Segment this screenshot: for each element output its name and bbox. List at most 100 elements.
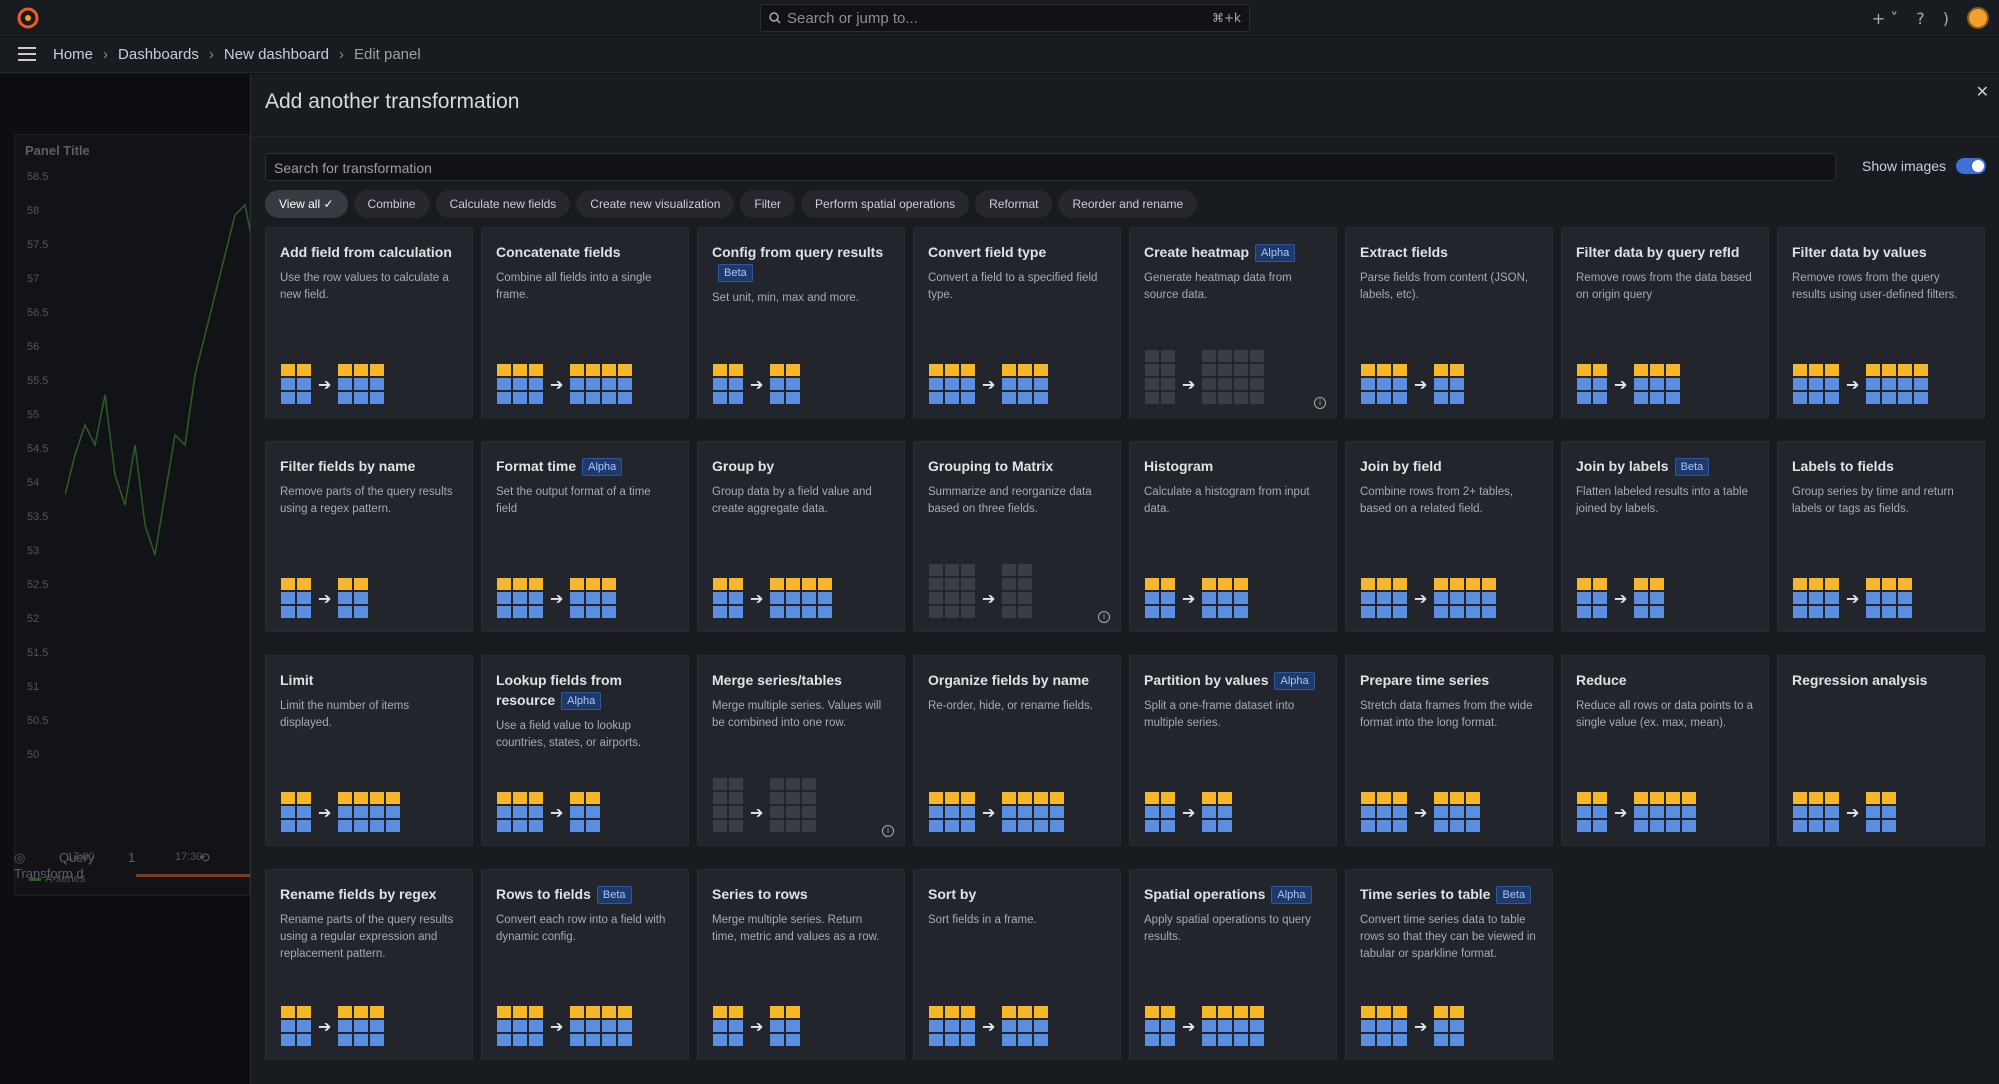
transformation-card[interactable]: Extract fields Parse fields from content … <box>1345 227 1553 418</box>
transformation-drawer: Add another transformation ✕ Search for … <box>250 74 1999 1084</box>
illustration-table <box>1144 349 1176 405</box>
filter-chip[interactable]: Reformat <box>975 190 1053 218</box>
transformation-card[interactable]: Time series to table Beta Convert time ser… <box>1345 869 1553 1060</box>
transformation-card[interactable]: Limit Limit the number of items displayed… <box>265 655 473 846</box>
arrow-right-icon: ➔ <box>982 1017 996 1036</box>
transformation-card[interactable]: Merge series/tables Merge multiple series… <box>697 655 905 846</box>
grafana-logo-icon[interactable] <box>16 6 40 30</box>
transformation-card[interactable]: Regression analysis ➔ <box>1777 655 1985 846</box>
illustration-table <box>569 791 601 833</box>
transformation-card[interactable]: Group by Group data by a field value and … <box>697 441 905 632</box>
show-images-toggle[interactable] <box>1956 158 1986 174</box>
card-description: Remove rows from the data based on origi… <box>1576 272 1752 301</box>
illustration-table <box>280 577 312 619</box>
illustration-table <box>769 777 817 833</box>
transformation-card[interactable]: Filter data by values Remove rows from th… <box>1777 227 1985 418</box>
transformation-card[interactable]: Prepare time series Stretch data frames f… <box>1345 655 1553 846</box>
transformation-card[interactable]: Format time Alpha Set the output format of… <box>481 441 689 632</box>
global-search[interactable]: Search or jump to... ⌘+k <box>760 4 1250 32</box>
illustration-table <box>712 777 744 833</box>
add-icon[interactable]: + ˅ <box>1871 8 1899 28</box>
transformation-card[interactable]: Config from query results Beta Set unit, m… <box>697 227 905 418</box>
panel-title: Panel Title <box>25 143 90 158</box>
arrow-right-icon: ➔ <box>1614 375 1628 394</box>
card-description: Stretch data frames from the wide format… <box>1360 700 1533 729</box>
breadcrumb-dashboards[interactable]: Dashboards <box>118 46 199 63</box>
filter-chip[interactable]: Calculate new fields <box>435 190 571 218</box>
info-icon[interactable]: i <box>1098 611 1110 623</box>
card-illustration: ➔ <box>1360 999 1465 1047</box>
tab-transform[interactable]: ⟲ Transform d <box>14 850 240 881</box>
illustration-table <box>1865 363 1929 405</box>
transformation-card[interactable]: Convert field type Convert a field to a s… <box>913 227 1121 418</box>
card-illustration: ➔ <box>496 785 601 833</box>
transformation-card[interactable]: Filter data by query refId Remove rows fr… <box>1561 227 1769 418</box>
card-illustration: ➔ <box>1576 571 1665 619</box>
help-icon[interactable]: ? <box>1916 8 1925 28</box>
transformation-card[interactable]: Sort by Sort fields in a frame. ➔ <box>913 869 1121 1060</box>
card-title-text: Convert field type <box>928 244 1047 260</box>
info-icon[interactable]: i <box>882 825 894 837</box>
transformation-card[interactable]: Filter fields by name Remove parts of the… <box>265 441 473 632</box>
card-description: Group data by a field value and create a… <box>712 486 872 515</box>
card-illustration: ➔ <box>1360 571 1497 619</box>
card-description: Convert a field to a specified field typ… <box>928 272 1098 301</box>
filter-chip[interactable]: Combine <box>353 190 430 218</box>
filter-chip[interactable]: Filter <box>740 190 796 218</box>
filter-chip[interactable]: View all ✓ <box>265 190 348 218</box>
transformation-card[interactable]: Join by field Combine rows from 2+ tables… <box>1345 441 1553 632</box>
transformation-card[interactable]: Organize fields by name Re-order, hide, o… <box>913 655 1121 846</box>
filter-chip[interactable]: Reorder and rename <box>1058 190 1198 218</box>
card-illustration: ➔ <box>496 999 633 1047</box>
filter-chip[interactable]: Perform spatial operations <box>801 190 970 218</box>
transformation-card[interactable]: Series to rows Merge multiple series. Ret… <box>697 869 905 1060</box>
news-icon[interactable]: ) <box>1942 8 1949 28</box>
close-icon[interactable]: ✕ <box>1975 84 1989 101</box>
transformation-card[interactable]: Create heatmap Alpha Generate heatmap data… <box>1129 227 1337 418</box>
illustration-table <box>1360 1005 1408 1047</box>
info-icon[interactable]: i <box>1314 397 1326 409</box>
breadcrumb-home[interactable]: Home <box>53 46 94 63</box>
illustration-table <box>928 1005 976 1047</box>
transformation-card[interactable]: Spatial operations Alpha Apply spatial ope… <box>1129 869 1337 1060</box>
card-description: Merge multiple series. Return time, metr… <box>712 914 880 943</box>
card-title: Convert field type <box>928 242 1106 262</box>
card-illustration: ➔ <box>928 999 1049 1047</box>
illustration-table <box>1792 791 1840 833</box>
transformation-card[interactable]: Rename fields by regex Rename parts of th… <box>265 869 473 1060</box>
card-title: Filter data by query refId <box>1576 242 1754 262</box>
panel-series-line <box>65 203 251 556</box>
y-tick-label: 58.5 <box>27 171 49 183</box>
arrow-right-icon: ➔ <box>982 589 996 608</box>
transformation-card[interactable]: Partition by values Alpha Split a one-fram… <box>1129 655 1337 846</box>
transformation-cards: Add field from calculation Use the row va… <box>265 227 1985 1060</box>
tab-query[interactable]: ◎ Query 1 <box>14 850 165 865</box>
avatar[interactable] <box>1967 7 1989 29</box>
card-title-text: Lookup fields from resource <box>496 672 622 708</box>
illustration-table <box>1792 363 1840 405</box>
card-title-text: Filter data by values <box>1792 244 1927 260</box>
search-placeholder: Search or jump to... <box>787 10 918 27</box>
transformation-card[interactable]: Labels to fields Group series by time and… <box>1777 441 1985 632</box>
transformation-card[interactable]: Rows to fields Beta Convert each row into … <box>481 869 689 1060</box>
transformation-card[interactable]: Add field from calculation Use the row va… <box>265 227 473 418</box>
card-title: Sort by <box>928 884 1106 904</box>
transformation-search-input[interactable]: Search for transformation <box>265 153 1836 181</box>
breadcrumb-new-dashboard[interactable]: New dashboard <box>223 46 329 63</box>
card-title: Filter fields by name <box>280 456 458 476</box>
transformation-card[interactable]: Lookup fields from resource Alpha Use a fi… <box>481 655 689 846</box>
transformation-card[interactable]: Histogram Calculate a histogram from inpu… <box>1129 441 1337 632</box>
menu-icon[interactable] <box>18 47 36 61</box>
card-title-text: Sort by <box>928 886 977 902</box>
transformation-card[interactable]: Reduce Reduce all rows or data points to … <box>1561 655 1769 846</box>
filter-chip[interactable]: Create new visualization <box>576 190 735 218</box>
transformation-card[interactable]: Concatenate fields Combine all fields int… <box>481 227 689 418</box>
arrow-right-icon: ➔ <box>550 1017 564 1036</box>
y-tick-label: 51 <box>27 681 40 693</box>
transformation-card[interactable]: Join by labels Beta Flatten labeled result… <box>1561 441 1769 632</box>
y-tick-label: 56.5 <box>27 307 49 319</box>
card-illustration: ➔ <box>1360 785 1481 833</box>
transformation-card[interactable]: Grouping to Matrix Summarize and reorgani… <box>913 441 1121 632</box>
card-illustration: ➔ <box>1792 357 1929 405</box>
illustration-table <box>1360 363 1408 405</box>
